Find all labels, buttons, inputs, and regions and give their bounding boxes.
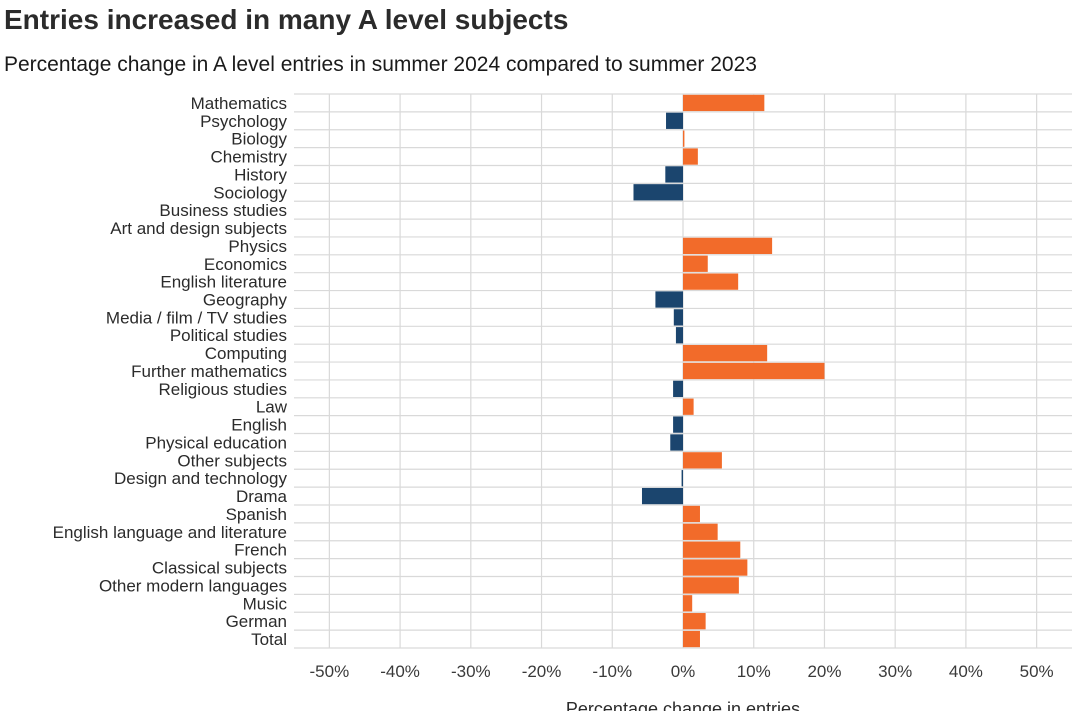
- x-tick-label: 0%: [671, 662, 696, 681]
- category-label: Sociology: [213, 183, 287, 202]
- bar: [683, 523, 718, 540]
- category-label: Classical subjects: [152, 559, 287, 578]
- bar: [683, 130, 685, 147]
- x-tick-label: -10%: [592, 662, 632, 681]
- bar: [665, 166, 683, 183]
- category-label: Business studies: [159, 201, 287, 220]
- x-tick-label: -20%: [522, 662, 562, 681]
- bar: [673, 309, 683, 326]
- category-label: Media / film / TV studies: [106, 308, 287, 327]
- category-label: Other modern languages: [99, 576, 287, 595]
- category-labels: MathematicsPsychologyBiologyChemistryHis…: [53, 94, 288, 649]
- category-label: Physical education: [145, 433, 287, 452]
- bar: [683, 505, 700, 523]
- bar: [633, 184, 683, 201]
- x-tick-label: 40%: [949, 662, 983, 681]
- bar: [641, 487, 683, 505]
- category-label: Biology: [231, 130, 287, 149]
- category-label: German: [226, 612, 287, 631]
- bar: [673, 380, 683, 397]
- category-label: History: [234, 165, 287, 184]
- category-label: English literature: [160, 273, 287, 292]
- category-label: Law: [256, 398, 288, 417]
- x-tick-labels: -50% -40% -30% -20% -10% 0% 10% 20% 30% 40% 50%: [310, 662, 1054, 681]
- category-label: English: [231, 416, 287, 435]
- category-label: Design and technology: [114, 469, 287, 488]
- category-label: Political studies: [170, 326, 287, 345]
- bar: [683, 237, 773, 255]
- category-label: Computing: [205, 344, 287, 363]
- bar: [683, 362, 825, 380]
- x-tick-label: -40%: [380, 662, 420, 681]
- category-label: Chemistry: [210, 148, 287, 167]
- category-label: Drama: [236, 487, 288, 506]
- bar: [681, 470, 683, 487]
- x-tick-label: -50%: [310, 662, 350, 681]
- bar: [683, 577, 739, 594]
- bar: [683, 541, 741, 558]
- bar: [683, 559, 748, 576]
- bar: [683, 613, 706, 630]
- bar: [683, 255, 708, 272]
- x-tick-label: 10%: [737, 662, 771, 681]
- category-label: Religious studies: [158, 380, 287, 399]
- bar: [683, 452, 722, 469]
- category-label: Total: [251, 630, 287, 649]
- category-label: Art and design subjects: [110, 219, 287, 238]
- bar: [683, 148, 698, 165]
- bar: [683, 398, 694, 415]
- bar: [683, 595, 693, 612]
- bar: [673, 416, 683, 433]
- category-label: Spanish: [226, 505, 287, 524]
- bar: [655, 291, 683, 308]
- chart-title: Entries increased in many A level subjec…: [4, 4, 569, 35]
- x-tick-label: 30%: [878, 662, 912, 681]
- category-label: Other subjects: [177, 451, 287, 470]
- category-label: French: [234, 541, 287, 560]
- bar: [683, 94, 765, 112]
- bar: [683, 630, 700, 648]
- x-tick-label: 20%: [807, 662, 841, 681]
- chart-subtitle: Percentage change in A level entries in …: [4, 53, 757, 76]
- bar: [683, 344, 768, 362]
- category-label: Physics: [228, 237, 287, 256]
- x-tick-label: 50%: [1020, 662, 1054, 681]
- x-axis-title: Percentage change in entries: [566, 699, 800, 711]
- category-label: Economics: [204, 255, 287, 274]
- bar: [675, 327, 683, 344]
- x-tick-label: -30%: [451, 662, 491, 681]
- category-label: Music: [243, 594, 288, 613]
- category-label: Further mathematics: [131, 362, 287, 381]
- category-label: Psychology: [200, 112, 287, 131]
- bar: [670, 434, 683, 451]
- category-label: Mathematics: [191, 94, 287, 113]
- bars: [633, 94, 825, 648]
- category-label: Geography: [203, 291, 288, 310]
- bar: [666, 112, 683, 129]
- category-label: English language and literature: [53, 523, 287, 542]
- bar: [683, 273, 739, 290]
